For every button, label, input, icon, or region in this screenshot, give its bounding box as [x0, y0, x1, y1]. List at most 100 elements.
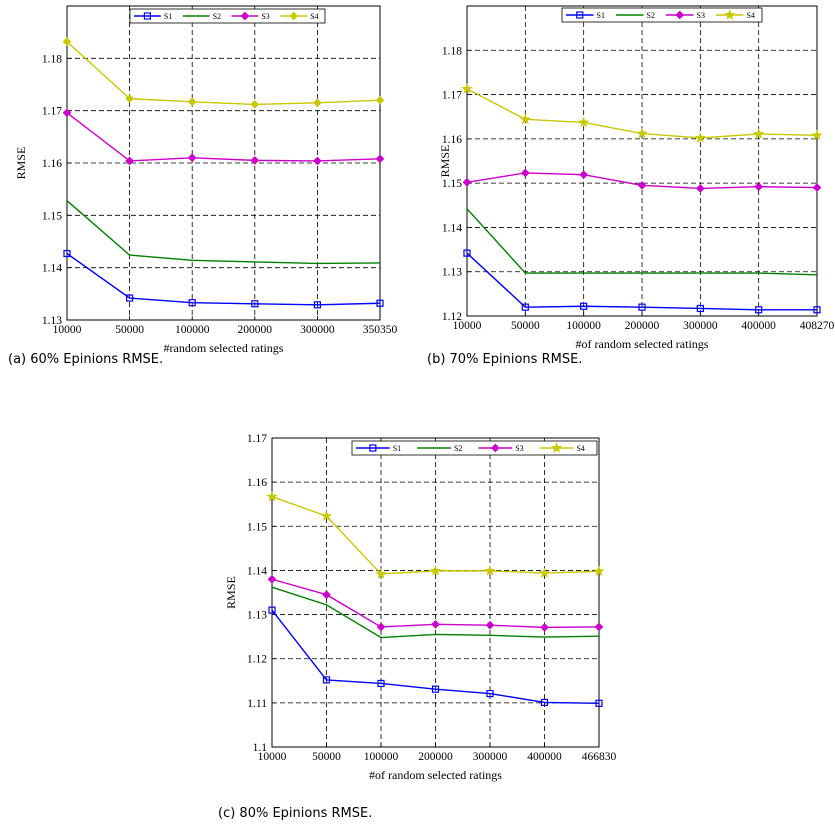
data-point-s1 — [377, 679, 385, 688]
data-point-s1 — [696, 304, 704, 313]
series-s1 — [463, 249, 821, 314]
legend-label-s3: S3 — [515, 444, 523, 453]
data-point-s1 — [463, 249, 471, 257]
y-axis-label: RMSE — [438, 145, 452, 178]
data-point-s1 — [313, 301, 321, 309]
x-tick-label: 300000 — [473, 751, 508, 763]
legend-label-s2: S2 — [454, 444, 462, 453]
data-point-s3 — [375, 154, 385, 164]
x-tick-label: 10000 — [453, 320, 482, 332]
data-point-s1 — [813, 306, 821, 314]
data-point-s3 — [62, 108, 72, 118]
x-tick-label: 50000 — [312, 751, 341, 763]
y-axis-label: RMSE — [224, 576, 238, 609]
x-tick-label: 400000 — [527, 751, 562, 763]
legend-label-s1: S1 — [597, 11, 605, 20]
series-line-s1 — [466, 252, 817, 311]
y-tick-label: 1.15 — [247, 521, 267, 533]
series-line-s2 — [466, 208, 818, 276]
data-point-s4 — [375, 568, 387, 579]
data-point-s1 — [595, 699, 603, 707]
data-point-s3 — [521, 168, 530, 178]
data-point-s3 — [267, 574, 277, 584]
x-tick-label: 100000 — [566, 320, 601, 332]
y-tick-label: 1.14 — [42, 263, 62, 275]
y-tick-label: 1.13 — [247, 610, 267, 622]
chart-a: 1.13 1.14 1.15 1.16 1.17 1.18 10000 50000 100000… — [8, 5, 398, 367]
series-s2 — [66, 200, 381, 265]
y-tick-label: 1.12 — [442, 311, 462, 323]
data-point-s4 — [484, 565, 496, 576]
y-axis-label: RMSE — [14, 147, 28, 180]
legend-label-s3: S3 — [261, 12, 269, 21]
data-point-s4 — [187, 97, 197, 107]
data-point-s4 — [694, 132, 706, 143]
x-tick-label: 10000 — [258, 751, 287, 763]
legend-label-s2: S2 — [647, 11, 655, 20]
series-line-s1 — [271, 609, 600, 704]
legend-marker-s3 — [240, 11, 250, 21]
x-tick-label: 100000 — [175, 324, 210, 336]
data-point-s4 — [375, 95, 385, 105]
data-point-s3 — [696, 184, 705, 193]
data-point-s1 — [268, 606, 276, 614]
series-s3 — [462, 168, 822, 193]
series-s3 — [62, 108, 385, 166]
x-tick-label: 466830 — [582, 751, 617, 763]
data-point-s1 — [322, 676, 331, 684]
data-point-s4 — [519, 113, 531, 125]
series-line-s2 — [271, 586, 600, 639]
data-point-s1 — [125, 294, 134, 302]
x-axis-label: #of random selected ratings — [576, 337, 709, 351]
series-s4 — [266, 490, 605, 579]
data-point-s3 — [376, 622, 386, 632]
data-point-s3 — [754, 182, 763, 191]
data-point-s3 — [125, 156, 134, 166]
data-point-s4 — [538, 567, 551, 578]
data-point-s1 — [431, 685, 440, 693]
x-tick-label: 10000 — [53, 324, 82, 336]
legend-marker-s1 — [143, 12, 152, 20]
x-tick-label: 100000 — [364, 751, 399, 763]
series-s2 — [271, 586, 600, 639]
series-line-s3 — [66, 112, 381, 162]
x-tick-label: 400000 — [741, 320, 776, 332]
y-tick-label: 1.16 — [247, 477, 267, 489]
data-point-s3 — [579, 170, 588, 180]
data-point-s3 — [485, 620, 495, 630]
y-tick-label: 1.13 — [442, 267, 462, 279]
figure-caption: (a) 60% Epinions RMSE. — [8, 352, 163, 367]
legend-marker-s4 — [724, 9, 736, 20]
legend-marker-s1 — [576, 11, 584, 19]
data-point-s3 — [431, 619, 440, 629]
y-tick-label: 1.16 — [442, 134, 462, 146]
legend-marker-s4 — [289, 11, 298, 21]
data-point-s1 — [580, 302, 588, 310]
data-point-s4 — [578, 116, 590, 128]
y-tick-label: 1.15 — [42, 210, 62, 222]
y-tick-label: 1.12 — [247, 654, 267, 666]
data-point-s3 — [313, 156, 322, 166]
series-s1 — [63, 249, 384, 309]
y-tick-label: 1.14 — [247, 565, 267, 577]
series-s2 — [466, 208, 818, 276]
data-point-s1 — [521, 303, 529, 311]
y-tick-label: 1.14 — [442, 222, 462, 234]
legend-marker-s3 — [675, 10, 685, 20]
x-tick-label: 50000 — [115, 324, 144, 336]
data-point-s4 — [753, 128, 765, 139]
y-tick-label: 1.17 — [42, 106, 62, 118]
data-point-s3 — [462, 177, 472, 187]
data-point-s3 — [812, 183, 822, 192]
y-tick-label: 1.18 — [42, 53, 62, 65]
series-s1 — [268, 606, 603, 707]
legend: S1 S2 S3 S4 — [561, 7, 763, 23]
data-point-s3 — [250, 156, 260, 165]
series-line-s4 — [66, 41, 381, 106]
series-line-s1 — [66, 252, 381, 306]
chart-c: 1.1 1.11 1.12 1.13 1.14 1.15 1.16 1.17 10000 5000… — [218, 433, 617, 821]
data-point-s4 — [811, 129, 823, 141]
data-point-s4 — [266, 490, 278, 502]
figure-caption: (b) 70% Epinions RMSE. — [427, 352, 582, 367]
